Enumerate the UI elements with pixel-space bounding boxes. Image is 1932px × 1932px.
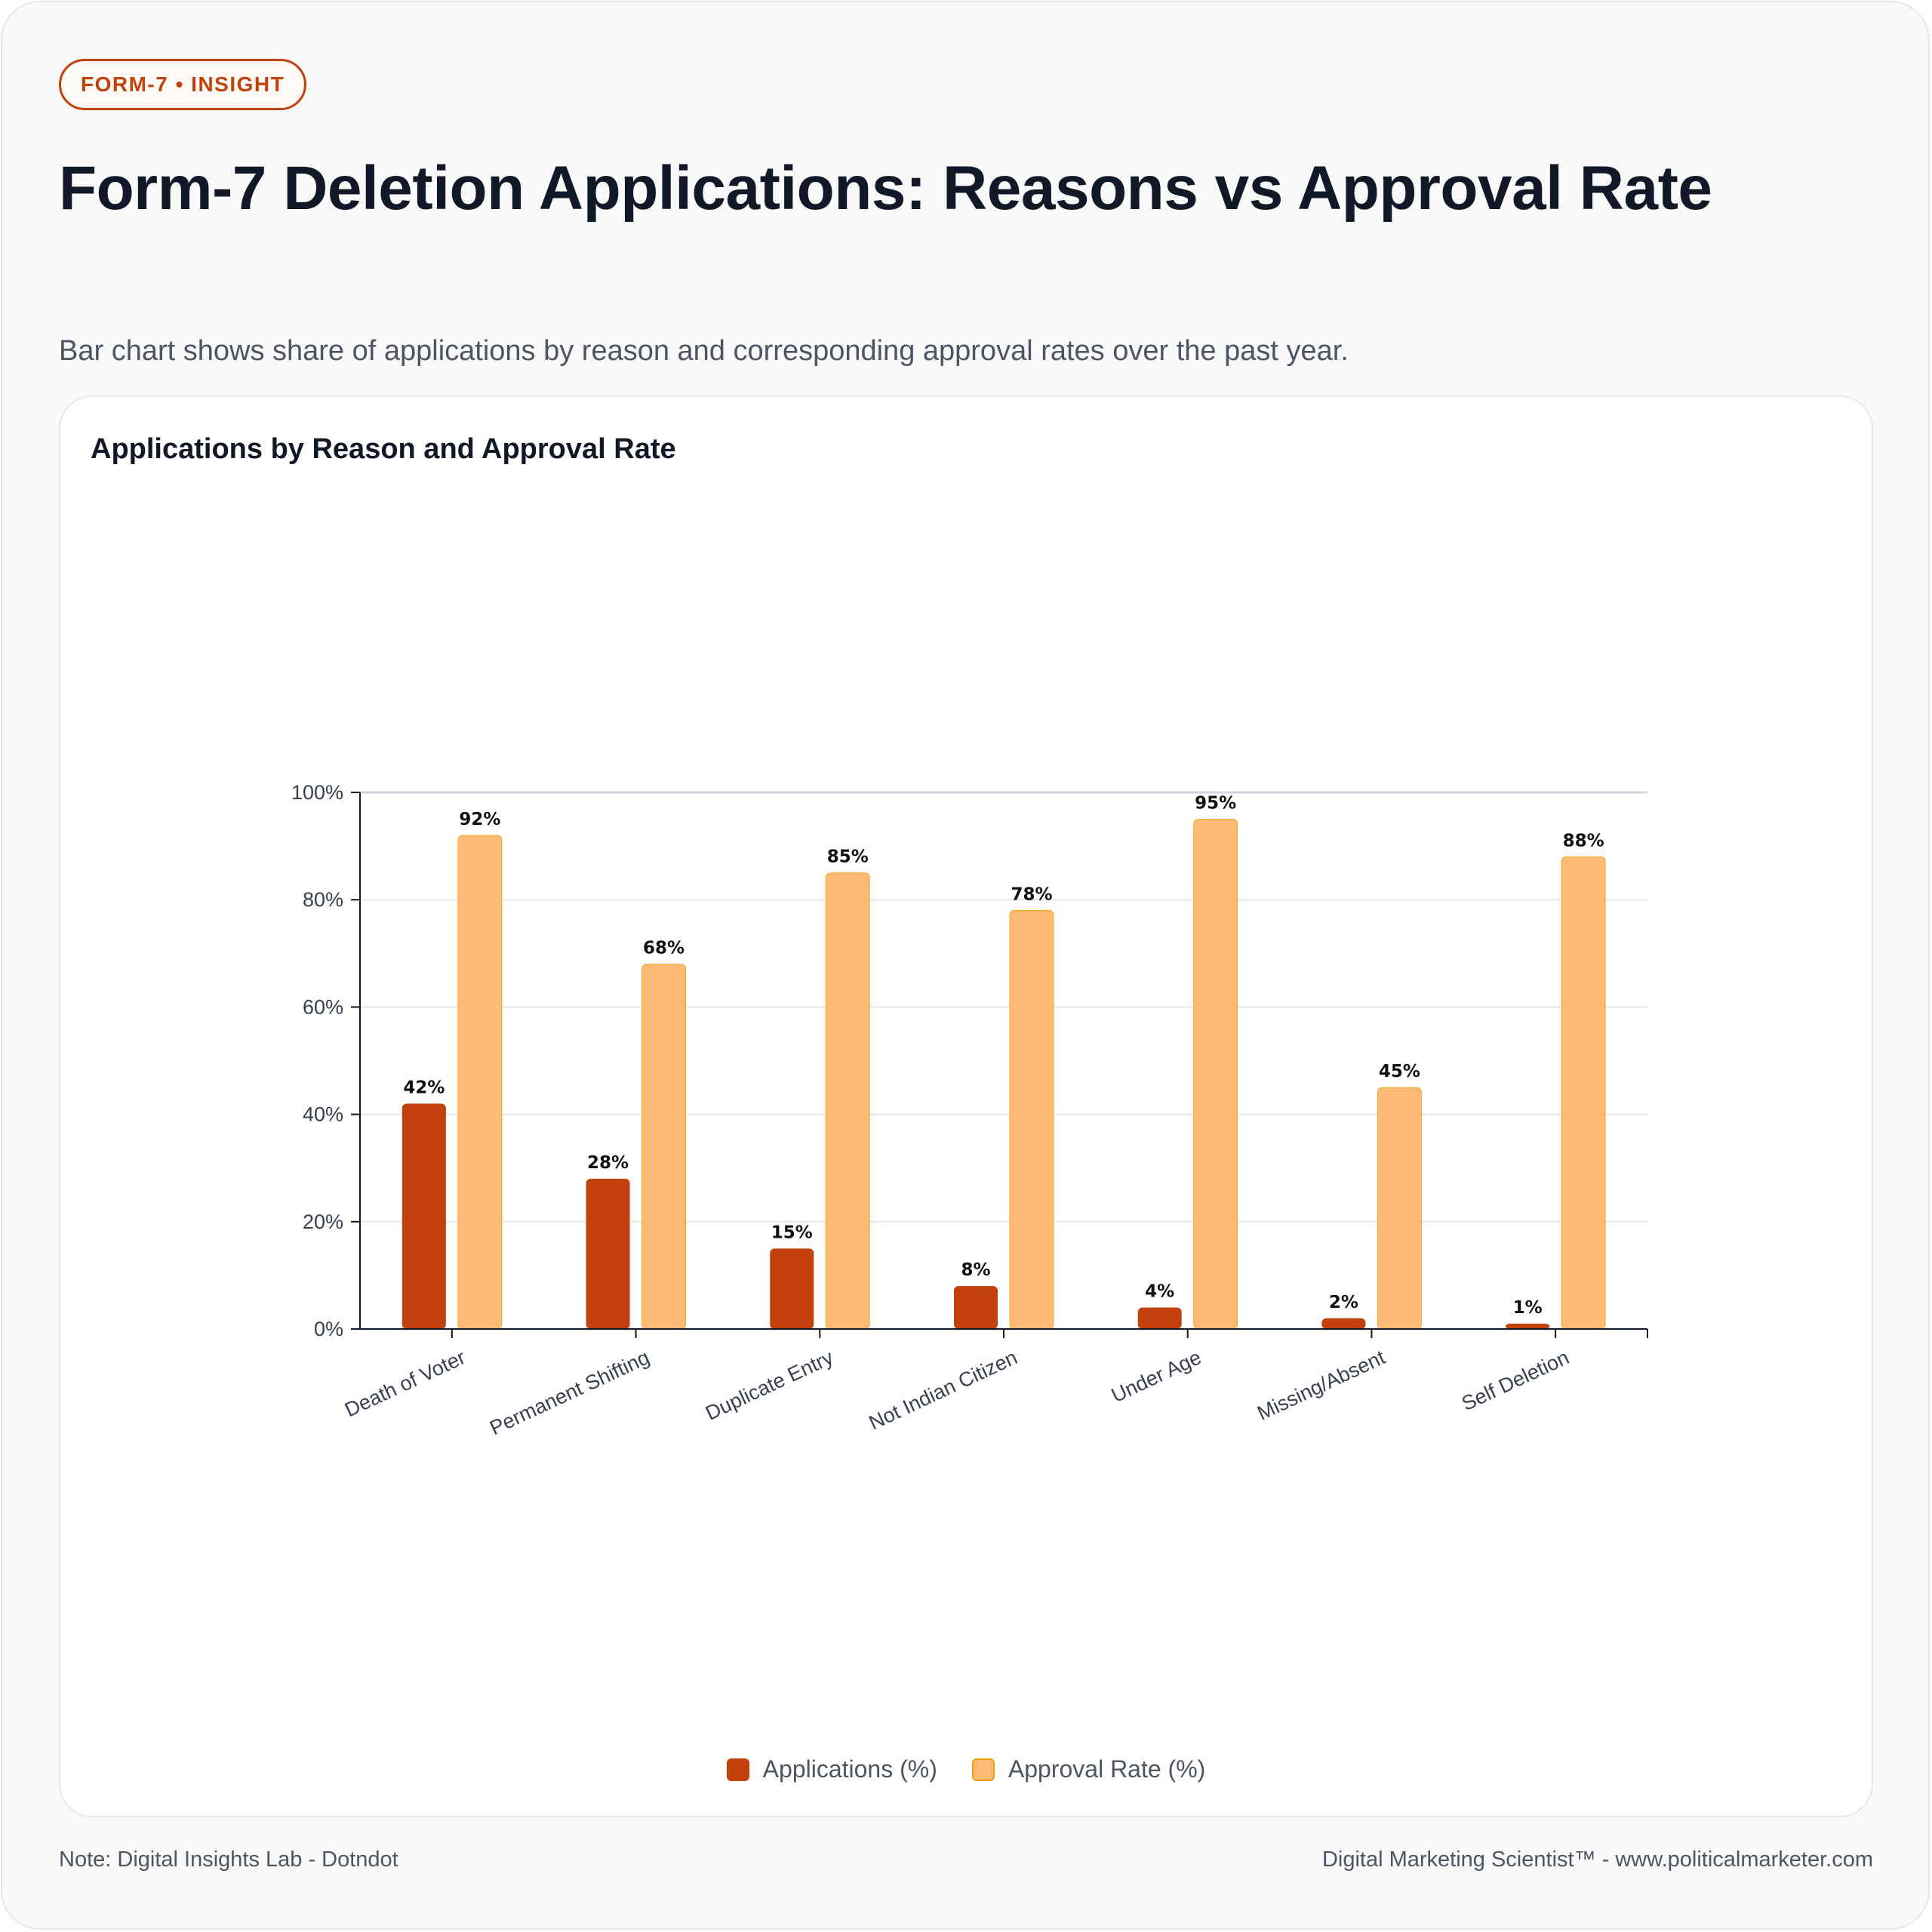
y-tick-label: 20% [303, 1211, 343, 1233]
x-category-label: Death of Voter [341, 1346, 469, 1421]
approval-bar [1561, 856, 1606, 1330]
approval-value-label: 88% [1563, 831, 1604, 851]
approval-bar [1377, 1087, 1422, 1330]
x-category-label: Not Indian Citizen [866, 1346, 1021, 1434]
chart-legend: Applications (%) Approval Rate (%) [0, 1755, 1932, 1783]
y-tick-label: 80% [303, 888, 343, 911]
chart-card: Applications by Reason and Approval Rate… [59, 395, 1873, 1817]
y-tick-label: 60% [303, 995, 343, 1018]
applications-bar [1137, 1307, 1182, 1329]
legend-item-approval: Approval Rate (%) [971, 1755, 1206, 1783]
y-tick-label: 0% [314, 1318, 343, 1340]
bar-chart: 0% 20% 40% 60% 80% 100% 42% 92% Death of Voter 28… [291, 781, 1648, 1439]
legend-swatch-approval [971, 1758, 995, 1781]
x-category-label: Self Deletion [1458, 1346, 1572, 1415]
approval-bar [641, 964, 686, 1330]
insight-badge: FORM-7 • INSIGHT [59, 59, 307, 110]
approval-bar [1009, 910, 1054, 1330]
footer-credit: Digital Marketing Scientist™ - www.polit… [1321, 1847, 1873, 1872]
approval-bar [825, 872, 870, 1330]
approval-bar [1193, 819, 1238, 1330]
approval-bar [457, 835, 503, 1330]
x-category-label: Duplicate Entry [702, 1346, 837, 1425]
x-category-label: Missing/Absent [1254, 1346, 1389, 1425]
applications-bar [1506, 1323, 1550, 1329]
applications-bar [770, 1248, 814, 1329]
legend-swatch-applications [726, 1758, 749, 1781]
approval-value-label: 78% [1011, 884, 1052, 904]
x-category-label: Under Age [1108, 1346, 1204, 1407]
applications-bar [1321, 1318, 1366, 1329]
applications-value-label: 28% [587, 1153, 629, 1173]
footer-note: Note: Digital Insights Lab - Dotndot [59, 1847, 398, 1872]
applications-value-label: 8% [961, 1260, 990, 1280]
chart-title: Applications by Reason and Approval Rate [91, 433, 676, 465]
applications-bar [401, 1103, 446, 1329]
approval-value-label: 95% [1195, 794, 1236, 814]
approval-value-label: 68% [643, 939, 685, 958]
approval-value-label: 45% [1379, 1062, 1420, 1081]
applications-value-label: 4% [1145, 1282, 1174, 1302]
legend-item-applications: Applications (%) [726, 1755, 937, 1783]
x-category-label: Permanent Shifting [486, 1346, 653, 1439]
applications-value-label: 2% [1329, 1293, 1358, 1312]
applications-bar [586, 1178, 630, 1329]
approval-value-label: 85% [827, 848, 869, 867]
grid-lines [360, 791, 1647, 1223]
legend-label-applications: Applications (%) [762, 1755, 937, 1783]
applications-value-label: 42% [403, 1078, 445, 1097]
axes [351, 792, 1648, 1338]
bars [401, 819, 1606, 1330]
approval-value-label: 92% [459, 810, 500, 829]
page-title: Form-7 Deletion Applications: Reasons vs… [59, 154, 1712, 223]
y-tick-label: 40% [303, 1103, 343, 1126]
page-subtitle: Bar chart shows share of applications by… [59, 335, 1349, 367]
applications-bar [954, 1286, 998, 1329]
y-tick-label: 100% [291, 781, 343, 804]
applications-value-label: 1% [1513, 1298, 1543, 1318]
applications-value-label: 15% [771, 1223, 813, 1242]
legend-label-approval: Approval Rate (%) [1008, 1755, 1206, 1783]
